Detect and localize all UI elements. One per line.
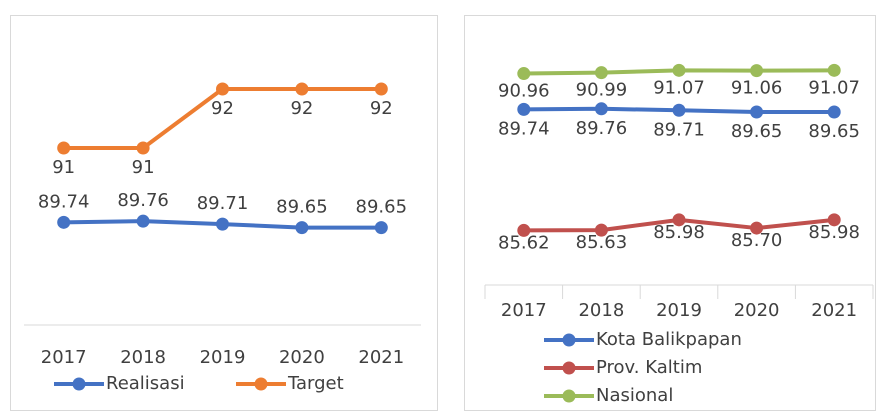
- x-tick-label: 2021: [811, 300, 857, 321]
- data-label: 92: [290, 98, 313, 119]
- x-tick-label: 2017: [501, 300, 547, 321]
- point: [295, 221, 309, 235]
- point: [517, 102, 531, 116]
- data-label: 90.99: [576, 80, 628, 101]
- point: [594, 66, 608, 80]
- point: [827, 213, 841, 227]
- data-label: 89.71: [653, 119, 705, 140]
- point: [57, 215, 71, 229]
- x-tick-label: 2020: [734, 300, 780, 321]
- data-label: 85.63: [576, 232, 628, 253]
- point: [750, 105, 764, 119]
- point: [374, 82, 388, 96]
- legend-marker: [562, 333, 576, 347]
- data-label: 89.65: [808, 121, 860, 142]
- x-tick-label: 2018: [578, 300, 624, 321]
- legend-marker: [254, 377, 268, 391]
- point: [295, 82, 309, 96]
- data-label: 90.96: [498, 81, 550, 102]
- point: [672, 103, 686, 117]
- point: [517, 67, 531, 81]
- point: [136, 141, 150, 155]
- data-label: 89.74: [38, 191, 90, 212]
- x-tick-label: 2019: [656, 300, 702, 321]
- data-label: 91.06: [731, 78, 783, 99]
- point: [672, 63, 686, 77]
- chart-frame: [464, 15, 876, 411]
- chart-frame: [10, 15, 438, 411]
- legend-label: Nasional: [596, 385, 673, 406]
- data-label: 89.76: [117, 190, 169, 211]
- legend-marker: [72, 377, 86, 391]
- data-label: 92: [370, 98, 393, 119]
- data-label: 85.98: [653, 222, 705, 243]
- legend-label: Kota Balikpapan: [596, 329, 742, 350]
- data-label: 92: [211, 98, 234, 119]
- point: [750, 64, 764, 78]
- legend-label: Prov. Kaltim: [596, 357, 702, 378]
- data-label: 89.65: [276, 197, 328, 218]
- point: [827, 63, 841, 77]
- data-label: 91: [52, 157, 75, 178]
- legend-label: Realisasi: [106, 373, 185, 394]
- x-tick-label: 2018: [120, 347, 166, 368]
- legend-marker: [562, 361, 576, 375]
- data-label: 85.70: [731, 230, 783, 251]
- data-label: 85.98: [808, 222, 860, 243]
- data-label: 89.76: [576, 118, 628, 139]
- data-label: 91.07: [808, 77, 860, 98]
- point: [594, 102, 608, 116]
- data-label: 89.74: [498, 118, 550, 139]
- point: [216, 217, 229, 231]
- x-tick-label: 2017: [41, 347, 87, 368]
- point: [374, 221, 388, 235]
- point: [517, 223, 531, 237]
- data-label: 89.71: [197, 193, 249, 214]
- data-label: 91.07: [653, 77, 705, 98]
- data-label: 89.65: [731, 121, 783, 142]
- x-tick-label: 2019: [200, 347, 246, 368]
- point: [136, 214, 150, 228]
- point: [594, 223, 608, 237]
- data-label: 89.65: [356, 197, 408, 218]
- x-tick-label: 2020: [279, 347, 325, 368]
- x-tick-label: 2021: [358, 347, 404, 368]
- legend-marker: [562, 389, 576, 403]
- data-label: 85.62: [498, 232, 550, 253]
- point: [57, 141, 71, 155]
- point: [672, 213, 686, 227]
- data-label: 91: [132, 157, 155, 178]
- point: [827, 105, 841, 119]
- legend-label: Target: [287, 373, 344, 394]
- point: [750, 221, 764, 235]
- point: [216, 82, 229, 96]
